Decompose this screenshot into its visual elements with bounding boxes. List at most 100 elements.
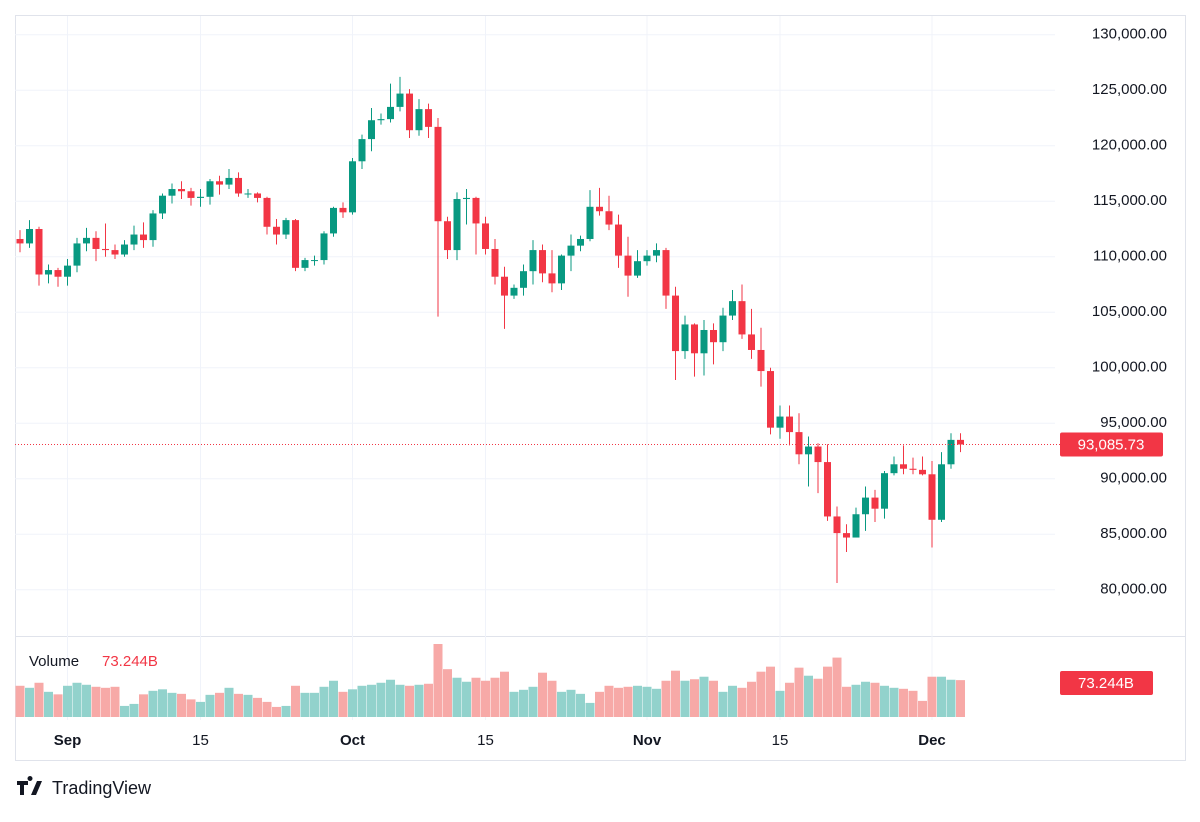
candle-body	[197, 196, 204, 198]
volume-legend-name: Volume	[29, 653, 79, 670]
candle-body	[254, 193, 261, 198]
candle-body	[339, 207, 347, 213]
volume-bar	[614, 687, 623, 717]
volume-bar	[433, 644, 443, 717]
volume-bar	[908, 690, 918, 717]
brand-name: TradingView	[52, 778, 152, 798]
last-price-box	[1060, 432, 1163, 457]
volume-bar	[215, 692, 224, 717]
volume-bar	[110, 686, 120, 717]
volume-bar	[889, 687, 899, 717]
volume-bar	[937, 676, 946, 717]
candle-body	[672, 295, 679, 352]
volume-bar	[167, 692, 177, 717]
volume-bar	[291, 685, 300, 717]
volume-bar	[139, 694, 148, 717]
volume-bar	[671, 670, 680, 717]
volume-bar	[918, 700, 927, 717]
candle-body	[263, 197, 271, 227]
candle-body	[767, 371, 774, 428]
candle-body	[710, 329, 717, 343]
candle-body	[472, 197, 480, 224]
candle-body	[26, 228, 33, 244]
candle-body	[577, 238, 584, 246]
volume-bar	[623, 686, 633, 717]
volume-bar	[842, 686, 851, 717]
candle-body	[795, 432, 803, 455]
volume-bar	[471, 677, 481, 717]
volume-bar	[490, 677, 500, 717]
x-tick-label: 15	[477, 732, 494, 749]
candle-body	[349, 161, 356, 213]
candle-body	[54, 270, 62, 277]
candle-body	[491, 248, 499, 277]
volume-bar	[661, 680, 671, 717]
x-tick-label: Oct	[340, 732, 365, 749]
tradingview-logo: TradingView	[17, 776, 152, 798]
volume-bar	[832, 657, 842, 717]
volume-bar	[547, 680, 557, 717]
volume-bar	[794, 667, 804, 717]
volume-bar	[956, 680, 965, 717]
candle-body	[567, 245, 575, 256]
x-tick-label: Nov	[633, 732, 662, 749]
volume-bar	[395, 684, 405, 717]
volume-bar	[851, 684, 861, 717]
volume-bar	[224, 687, 234, 717]
volume-bar	[272, 706, 281, 717]
y-tick-label: 95,000.00	[1100, 414, 1167, 431]
candle-body	[957, 439, 964, 445]
volume-bar	[101, 687, 110, 717]
candle-body	[282, 220, 290, 235]
candle-body	[368, 120, 375, 140]
volume-bar	[481, 680, 490, 717]
volume-bar	[53, 694, 63, 717]
candle-body	[909, 468, 917, 470]
volume-bar	[376, 682, 386, 717]
volume-bar	[186, 699, 196, 717]
candle-body	[757, 349, 765, 372]
candle-body	[852, 514, 860, 538]
candle-body	[292, 220, 299, 268]
candle-body	[92, 237, 100, 249]
volume-bar	[813, 678, 823, 717]
candle-body	[919, 469, 926, 475]
volume-bar	[652, 688, 661, 717]
candle-body	[187, 191, 195, 198]
y-tick-label: 120,000.00	[1092, 137, 1167, 154]
candle-body	[206, 181, 214, 197]
volume-bar	[528, 686, 538, 717]
y-tick-label: 125,000.00	[1092, 81, 1167, 98]
volume-bar	[91, 686, 101, 717]
x-tick-label: Dec	[918, 732, 946, 749]
x-tick-label: Sep	[54, 732, 82, 749]
candle-body	[301, 260, 309, 268]
y-tick-label: 80,000.00	[1100, 581, 1167, 598]
grid	[15, 16, 1055, 720]
volume-bar	[329, 680, 338, 717]
volume-bar	[158, 689, 167, 717]
volume-bar	[243, 694, 253, 717]
y-tick-label: 110,000.00	[1093, 248, 1167, 265]
candle-body	[216, 181, 223, 185]
volume-bar	[348, 689, 357, 717]
candle-body	[596, 206, 603, 212]
candle-body	[140, 234, 147, 241]
volume-bar	[443, 669, 452, 717]
volume-bar	[462, 681, 471, 717]
volume-bar	[63, 685, 72, 717]
candle-body	[235, 177, 242, 194]
volume-bar	[310, 692, 319, 717]
candle-body	[415, 109, 423, 131]
volume-bar	[823, 666, 832, 717]
candle-body	[377, 119, 385, 121]
candle-body	[900, 464, 907, 469]
volume-last-label: 73.244B	[1078, 675, 1134, 692]
y-tick-label: 105,000.00	[1092, 303, 1167, 320]
candle-body	[643, 255, 651, 262]
candle-body	[425, 109, 432, 127]
candle-body	[729, 301, 736, 316]
x-tick-label: 15	[192, 732, 209, 749]
